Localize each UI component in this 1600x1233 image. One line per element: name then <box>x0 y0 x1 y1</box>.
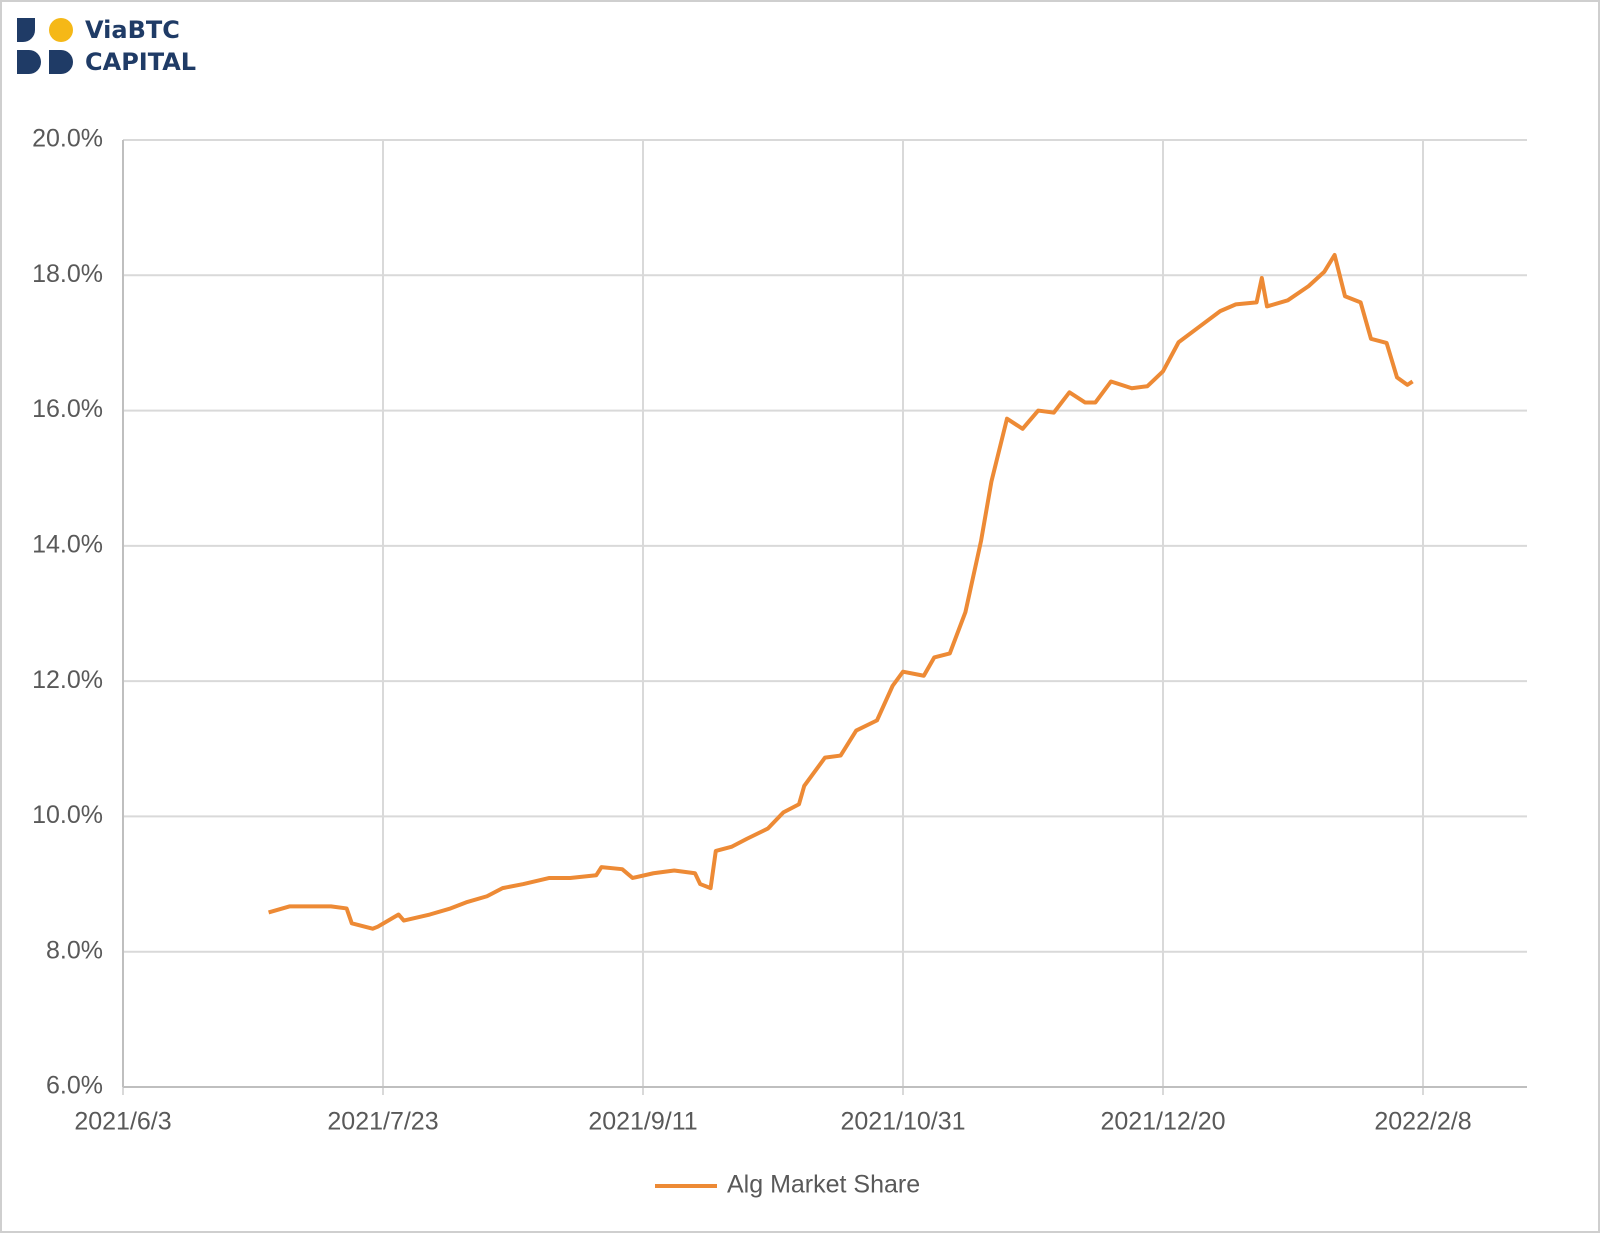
x-tick-label: 2021/12/20 <box>1100 1108 1225 1136</box>
logo-line1: ViaBTC <box>85 16 180 44</box>
x-tick-label: 2021/7/23 <box>327 1108 438 1136</box>
x-tick-label: 2022/2/8 <box>1374 1108 1471 1136</box>
line-series <box>268 252 1414 931</box>
y-tick-label: 8.0% <box>46 936 103 964</box>
x-tick-label: 2021/6/3 <box>74 1108 171 1136</box>
legend-label: Alg Market Share <box>727 1171 920 1199</box>
y-tick-label: 12.0% <box>32 666 103 694</box>
logo-line2: CAPITAL <box>85 48 196 76</box>
y-tick-label: 6.0% <box>46 1072 103 1100</box>
y-tick-label: 14.0% <box>32 530 103 558</box>
x-tick-label: 2021/9/11 <box>588 1108 697 1136</box>
logo-icon <box>17 18 73 74</box>
y-tick-label: 16.0% <box>32 395 103 423</box>
y-tick-label: 18.0% <box>32 260 103 288</box>
x-tick-label: 2021/10/31 <box>840 1108 965 1136</box>
y-tick-label: 10.0% <box>32 801 103 829</box>
y-tick-label: 20.0% <box>32 125 103 153</box>
